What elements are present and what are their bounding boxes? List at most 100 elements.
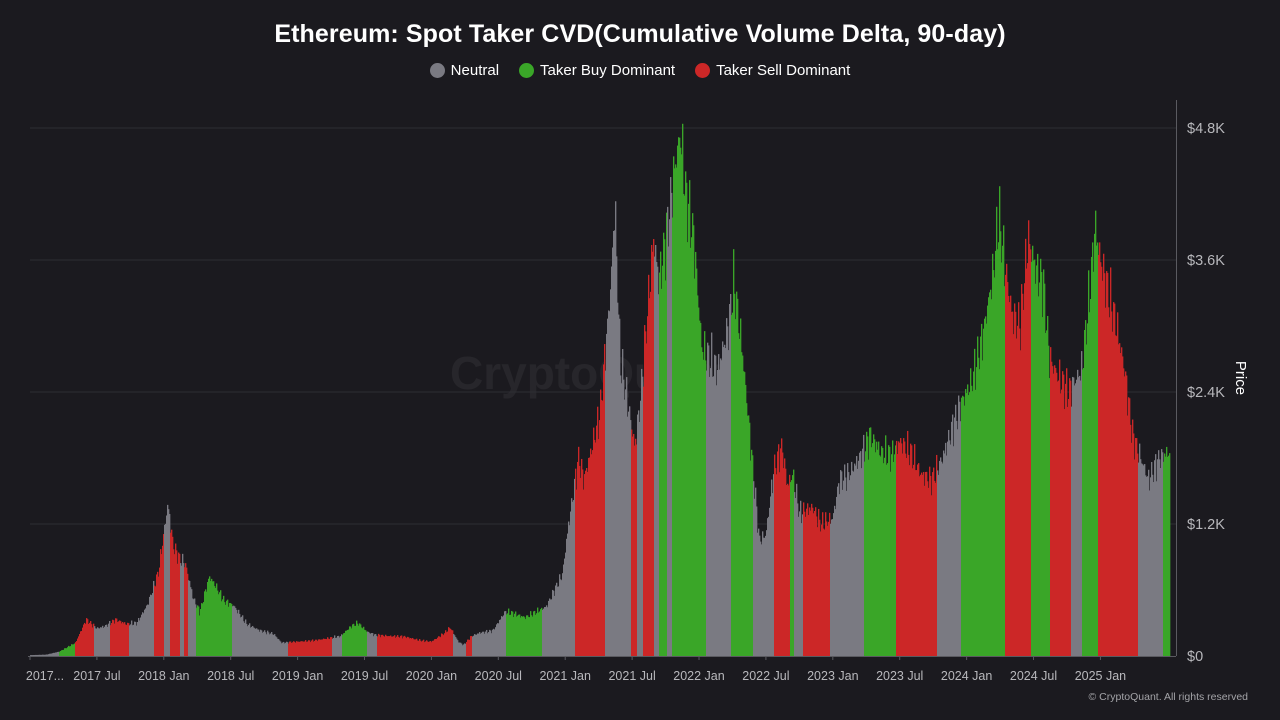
price-bar: [918, 463, 920, 656]
price-bar: [986, 323, 988, 656]
price-bar: [486, 629, 488, 656]
price-bar: [191, 589, 193, 656]
price-bar: [434, 639, 436, 656]
price-bar: [212, 581, 214, 656]
price-bar: [461, 643, 463, 656]
price-bar: [147, 604, 149, 656]
legend-entry-sell[interactable]: Taker Sell Dominant: [695, 62, 850, 79]
legend-entry-buy[interactable]: Taker Buy Dominant: [519, 62, 675, 79]
price-bar: [310, 642, 312, 656]
price-bar: [568, 521, 570, 656]
price-bar: [893, 462, 895, 656]
price-bar: [895, 445, 897, 656]
price-bar: [558, 586, 560, 656]
price-bar: [38, 654, 40, 656]
price-bar: [406, 638, 408, 656]
x-tick-label: 2022 Jul: [742, 669, 789, 683]
price-bar: [389, 636, 391, 656]
price-bar: [832, 519, 834, 656]
price-bar: [326, 639, 328, 656]
price-bar: [956, 420, 958, 656]
price-bar: [1115, 335, 1117, 656]
price-bar: [858, 460, 860, 656]
price-bar: [741, 352, 743, 656]
price-bar: [392, 636, 394, 656]
price-bar: [466, 641, 468, 656]
price-bar: [347, 629, 349, 656]
price-bar: [868, 459, 870, 656]
legend-entry-neutral[interactable]: Neutral: [429, 62, 499, 79]
price-bar: [536, 613, 538, 656]
price-bar: [256, 628, 258, 656]
price-bar: [84, 622, 86, 656]
x-tick-label: 2025 Jan: [1075, 669, 1126, 683]
price-bar: [39, 654, 41, 656]
price-bar: [411, 638, 413, 656]
price-bar: [398, 636, 400, 656]
price-bar: [575, 468, 577, 656]
price-bar: [796, 483, 798, 656]
price-bar: [351, 628, 353, 656]
price-bar: [591, 454, 593, 656]
price-bar: [30, 655, 32, 656]
price-bar: [1134, 459, 1136, 656]
price-bar: [92, 627, 94, 656]
price-bar: [95, 628, 97, 656]
price-bar: [118, 621, 120, 656]
price-bar: [1092, 242, 1094, 656]
price-bar: [1096, 245, 1098, 656]
price-bar: [592, 450, 594, 656]
price-bar: [140, 617, 142, 656]
price-bar: [966, 393, 968, 656]
price-bar: [282, 642, 284, 656]
price-bar: [1110, 267, 1112, 656]
price-bar: [504, 611, 506, 656]
price-bar: [644, 325, 646, 656]
price-bar: [135, 621, 137, 656]
price-bar: [813, 513, 815, 656]
price-bar: [480, 633, 482, 656]
price-bar: [770, 496, 772, 656]
price-bar: [744, 372, 746, 656]
price-bar: [946, 455, 948, 656]
price-bar: [801, 523, 803, 656]
price-bar: [200, 609, 202, 656]
price-bar: [806, 508, 808, 656]
price-bar: [125, 624, 127, 656]
price-bar: [940, 457, 942, 656]
price-bar: [80, 631, 82, 656]
price-bar: [360, 624, 362, 656]
price-bar: [1112, 331, 1114, 656]
price-bar: [825, 512, 827, 656]
price-bar: [160, 549, 162, 656]
price-bar: [556, 582, 558, 656]
price-bar: [1129, 398, 1131, 656]
price-bar: [579, 465, 581, 656]
price-bar: [372, 633, 374, 656]
price-bar: [577, 461, 579, 656]
price-bar: [980, 336, 982, 656]
price-bar: [105, 624, 107, 656]
price-bar: [866, 431, 868, 656]
price-bar: [1123, 368, 1125, 656]
price-bar: [818, 508, 820, 656]
price-bar: [1006, 263, 1008, 656]
price-bar: [330, 637, 332, 656]
price-bar: [758, 528, 760, 656]
price-bar: [1165, 456, 1167, 656]
price-bar: [1139, 443, 1141, 656]
price-bar: [1072, 376, 1074, 656]
price-bar: [719, 369, 721, 656]
price-bar: [464, 643, 466, 656]
price-bar: [1018, 302, 1020, 656]
price-bar: [76, 641, 78, 656]
price-bar: [889, 446, 891, 656]
price-bar: [341, 634, 343, 656]
price-bar: [457, 640, 459, 656]
price-bar: [171, 529, 173, 656]
price-bar: [1116, 336, 1118, 656]
price-bar: [438, 636, 440, 656]
price-bar: [782, 452, 784, 656]
price-bar: [257, 629, 259, 656]
